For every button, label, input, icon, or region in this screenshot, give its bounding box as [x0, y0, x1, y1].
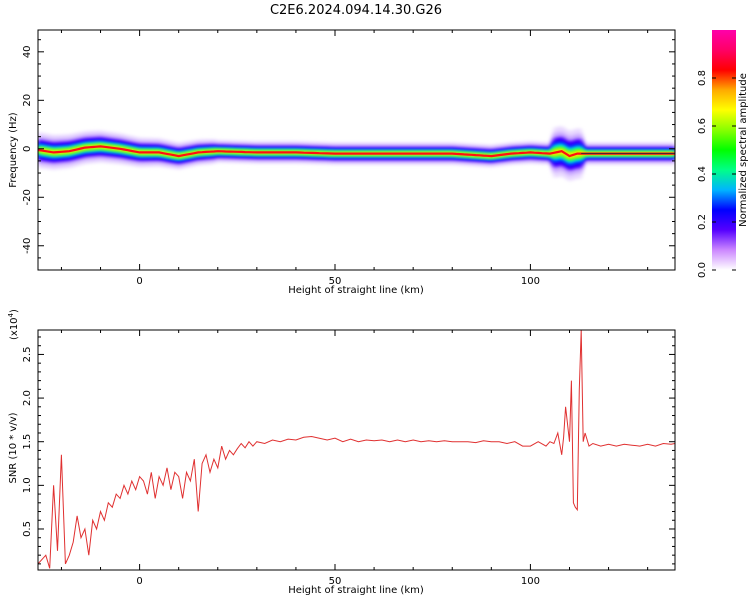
- snr-scale-factor: (x104): [7, 309, 20, 340]
- y-tick-label: 20: [22, 94, 33, 107]
- y-tick-label: 0: [22, 146, 33, 152]
- y-tick-label: 1.0: [22, 477, 33, 493]
- snr-scale-close: ): [9, 309, 20, 313]
- colorbar-label: Normalized spectral amplitude: [738, 73, 749, 227]
- svg-text:(x104): (x104): [7, 309, 20, 340]
- spectrogram-frame: [37, 29, 676, 271]
- y-tick-label: 0.5: [22, 521, 33, 537]
- y-tick-label: 1.5: [22, 434, 33, 450]
- colorbar-gradient: [712, 30, 736, 270]
- spectrogram-xlabel: Height of straight line (km): [288, 285, 424, 296]
- x-tick-label: 0: [136, 276, 142, 287]
- snr-panel: 0 50 100 0.5 1.0 1.5 2.0 2.5 Height of straight…: [7, 309, 676, 596]
- snr-ylabel: SNR (10 * v/v): [8, 412, 19, 483]
- colorbar-tick-label: 0.8: [697, 70, 708, 86]
- x-tick-label: 0: [136, 576, 142, 587]
- y-tick-label: 2.0: [22, 390, 33, 406]
- x-tick-label: 50: [329, 276, 342, 287]
- colorbar-tick-label: 0.0: [697, 262, 708, 278]
- snr-frame: [37, 329, 676, 571]
- colorbar: 0.0 0.2 0.4 0.6 0.8 Normalized spectral ampl…: [697, 30, 749, 278]
- spectrogram-panel: 0 50 100 40 20 0 -20 -40 Height of straight lin…: [8, 29, 676, 296]
- y-tick-label: 40: [22, 45, 33, 58]
- spectrogram-image: [38, 126, 675, 182]
- snr-series-line: [38, 330, 675, 569]
- snr-xlabel: Height of straight line (km): [288, 585, 424, 596]
- snr-scale-exp: 4: [7, 312, 15, 317]
- spectrogram-ticks: 0 50 100 40 20 0 -20 -40: [22, 30, 675, 287]
- spectrogram-band: [38, 143, 675, 161]
- y-tick-label: 2.5: [22, 346, 33, 362]
- x-tick-label: 50: [329, 576, 342, 587]
- colorbar-ticks: 0.0 0.2 0.4 0.6 0.8: [697, 70, 736, 278]
- figure-title: C2E6.2024.094.14.30.G26: [270, 3, 442, 18]
- spectrogram-ridge-line: [38, 145, 675, 158]
- y-tick-label: -40: [22, 238, 33, 254]
- y-tick-label: -20: [22, 189, 33, 205]
- snr-scale-label: (x10: [9, 317, 20, 340]
- x-tick-label: 100: [521, 276, 540, 287]
- spectrogram-ylabel: Frequency (Hz): [8, 112, 19, 188]
- x-tick-label: 100: [521, 576, 540, 587]
- snr-ticks: 0 50 100 0.5 1.0 1.5 2.0 2.5: [22, 330, 675, 587]
- colorbar-tick-label: 0.6: [697, 118, 708, 134]
- colorbar-tick-label: 0.4: [697, 166, 708, 182]
- colorbar-tick-label: 0.2: [697, 214, 708, 230]
